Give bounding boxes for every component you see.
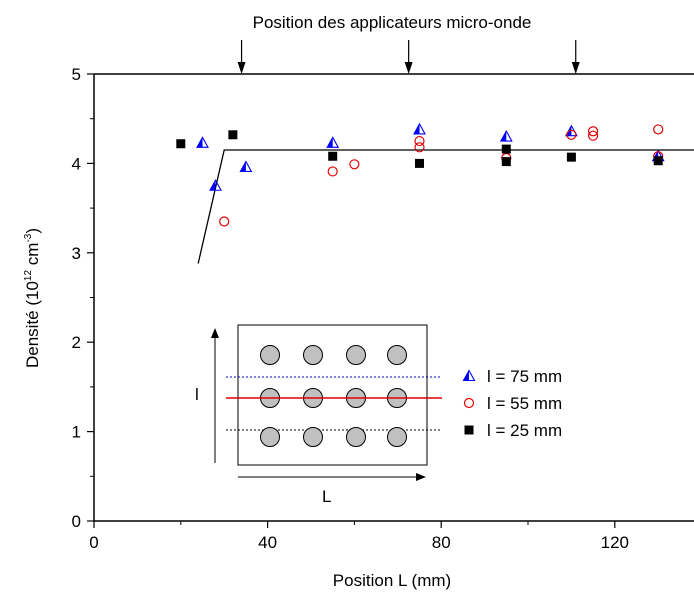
marker-fill xyxy=(327,137,333,148)
data-points xyxy=(176,122,665,227)
fit-line xyxy=(197,149,694,264)
marker-fill xyxy=(500,131,507,142)
data-point xyxy=(566,152,576,162)
marker-outline xyxy=(462,369,476,382)
marker-outline xyxy=(196,136,209,148)
data-point xyxy=(209,179,222,191)
inset-vertical-arrowhead xyxy=(211,328,219,338)
data-point xyxy=(219,216,230,227)
marker-outline xyxy=(326,136,340,148)
x-tick-label: 40 xyxy=(258,533,277,552)
data-point xyxy=(653,156,663,166)
data-point xyxy=(415,158,424,168)
x-tick-label: 0 xyxy=(89,533,98,552)
inset-box xyxy=(237,324,428,466)
legend-label: l = 75 mm xyxy=(487,367,562,386)
marker-fill xyxy=(463,370,469,381)
data-point xyxy=(501,157,511,167)
inset-circle xyxy=(260,345,280,365)
data-point xyxy=(587,130,599,141)
inset-circle xyxy=(387,345,407,365)
data-point xyxy=(328,151,338,161)
data-point xyxy=(326,136,340,148)
marker-outline xyxy=(239,160,253,173)
inset-label-l: l xyxy=(195,385,199,404)
marker-fill xyxy=(210,180,216,191)
data-point xyxy=(587,126,599,137)
data-point xyxy=(228,130,238,140)
inset-circle xyxy=(346,345,366,365)
inset-circle xyxy=(303,427,323,447)
inset-label-L: L xyxy=(322,487,331,506)
legend-label: l = 25 mm xyxy=(487,421,562,440)
legend-marker xyxy=(464,425,474,435)
data-point xyxy=(176,139,186,149)
marker-outline xyxy=(499,129,513,142)
data-point xyxy=(566,129,577,140)
y-label-mid: cm xyxy=(23,243,42,270)
marker-fill xyxy=(197,137,203,148)
marker-outline xyxy=(413,122,426,135)
y-label-main: Densité (10 xyxy=(23,281,42,368)
x-tick-label: 120 xyxy=(601,533,629,552)
applicator-arrows xyxy=(237,40,580,74)
x-tick-label: 80 xyxy=(432,533,451,552)
ticks: 04080120160012345 xyxy=(72,65,629,552)
chart-title: Position des applicateurs micro-onde xyxy=(253,13,532,32)
applicator-arrowhead xyxy=(237,62,246,74)
y-tick-label: 5 xyxy=(72,65,81,84)
data-point xyxy=(196,136,209,148)
y-tick-label: 4 xyxy=(72,154,81,173)
x-axis-label: Position L (mm) xyxy=(333,571,451,590)
legend-marker xyxy=(462,369,476,382)
y-axis-label: Densité (1012 cm-3) xyxy=(23,228,42,368)
inset-diagram: l L xyxy=(195,324,442,506)
data-point xyxy=(414,135,425,147)
marker-outline xyxy=(209,179,222,191)
inset-horizontal-arrowhead xyxy=(416,473,426,481)
inset-circle xyxy=(260,427,280,447)
inset-circle xyxy=(346,427,366,447)
y-tick-label: 1 xyxy=(72,423,81,442)
inset-circle xyxy=(303,345,323,365)
y-tick-label: 3 xyxy=(72,244,81,263)
inset-circles xyxy=(260,345,407,447)
data-point xyxy=(327,166,338,177)
marker-fill xyxy=(240,161,246,172)
applicator-arrowhead xyxy=(571,62,580,74)
marker-fill xyxy=(414,123,420,134)
inset-circle xyxy=(387,427,407,447)
data-point xyxy=(239,160,253,173)
legend: l = 75 mm l = 55 mm l = 25 mm xyxy=(462,367,562,440)
y-label-end: ) xyxy=(23,228,42,234)
data-point xyxy=(653,124,664,135)
legend-label: l = 55 mm xyxy=(487,394,562,413)
applicator-arrowhead xyxy=(404,62,413,74)
data-point xyxy=(349,159,360,170)
y-label-sup1: 12 xyxy=(23,270,34,282)
y-tick-label: 0 xyxy=(72,512,81,531)
y-tick-label: 2 xyxy=(72,333,81,352)
legend-marker xyxy=(463,397,475,409)
y-label-sup2: -3 xyxy=(23,233,34,242)
data-point xyxy=(414,142,425,153)
data-point xyxy=(501,144,511,154)
data-point xyxy=(499,129,513,142)
data-point xyxy=(413,122,426,135)
